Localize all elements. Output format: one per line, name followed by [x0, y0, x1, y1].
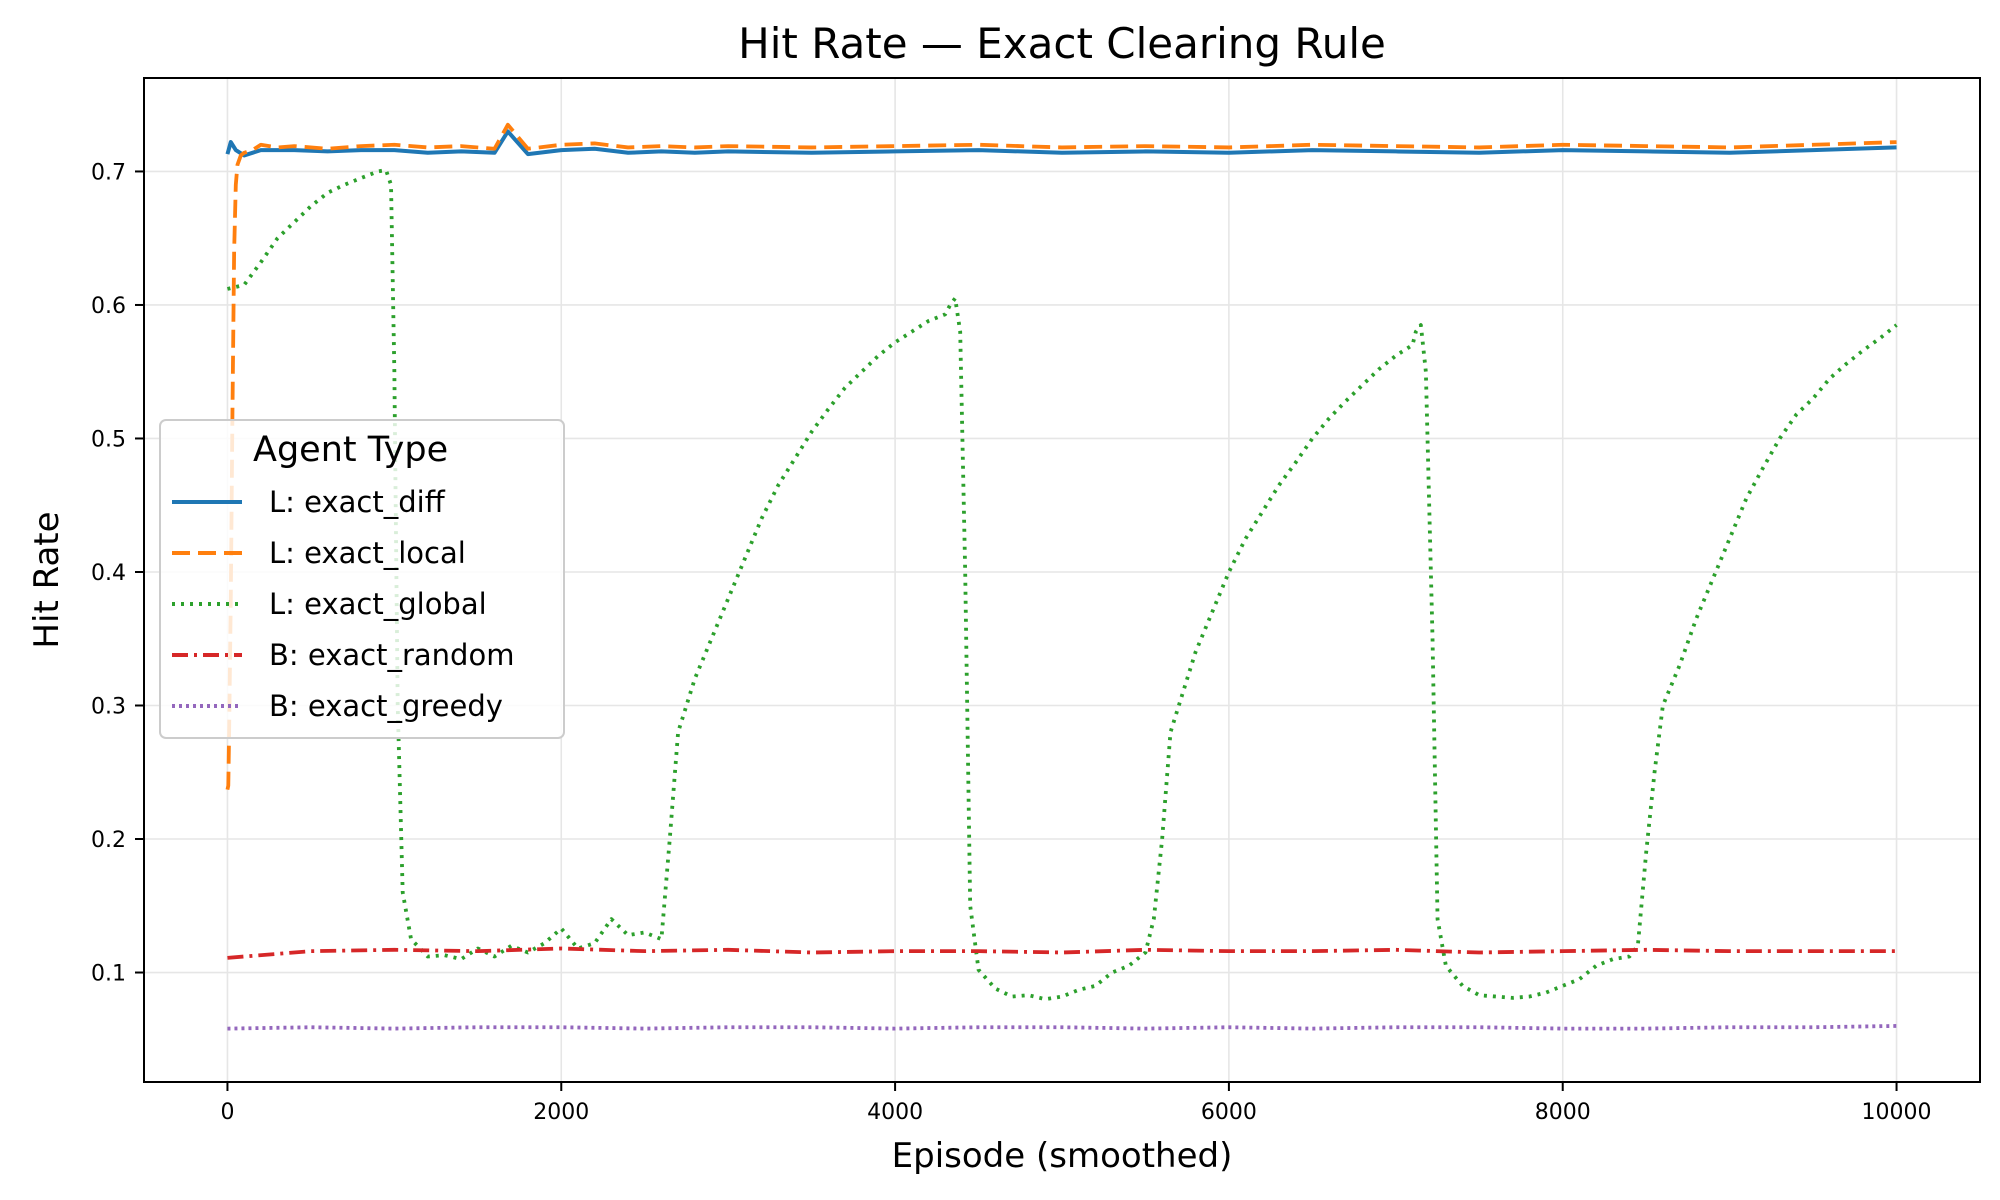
legend-label: L: exact_global	[269, 587, 487, 621]
legend-label: L: exact_local	[269, 536, 466, 570]
x-tick-label: 4000	[867, 1100, 923, 1125]
legend-label: B: exact_greedy	[269, 689, 503, 723]
chart-title: Hit Rate — Exact Clearing Rule	[738, 19, 1386, 68]
legend-box	[159, 419, 565, 739]
plot-frame	[143, 77, 1981, 1083]
y-tick-label: 0.7	[91, 160, 126, 185]
legend-label: L: exact_diff	[269, 485, 446, 519]
legend-title: Agent Type	[253, 430, 448, 470]
x-tick-label: 6000	[1201, 1100, 1257, 1125]
x-tick-label: 2000	[533, 1100, 589, 1125]
y-tick-label: 0.5	[91, 427, 126, 452]
axes-layer: 0 2000 4000 6000 8000 10000 0.1 0.2 0.3 0.4 0.5 0.6…	[91, 77, 1981, 1125]
y-tick-label: 0.6	[91, 294, 126, 319]
y-axis-label: Hit Rate	[27, 511, 67, 648]
x-tick-label: 0	[220, 1100, 234, 1125]
y-tick-label: 0.1	[91, 962, 126, 987]
series-line-l-exact-diff	[225, 129, 1897, 158]
y-tick-label: 0.4	[91, 561, 126, 586]
y-tick-label: 0.3	[91, 695, 126, 720]
y-tick-label: 0.2	[91, 828, 126, 853]
x-axis-label: Episode (smoothed)	[892, 1136, 1233, 1176]
x-tick-label: 10000	[1862, 1100, 1932, 1125]
series-line-l-exact-global	[227, 168, 1898, 1002]
series-line-l-exact-local	[225, 122, 1897, 791]
series-line-b-exact-greedy	[227, 1024, 1897, 1031]
legend: Agent Type L: exact_diff L: exact_local L:…	[159, 419, 565, 739]
legend-label: B: exact_random	[269, 638, 514, 672]
x-tick-label: 8000	[1535, 1100, 1591, 1125]
series-layer	[225, 122, 1898, 1031]
